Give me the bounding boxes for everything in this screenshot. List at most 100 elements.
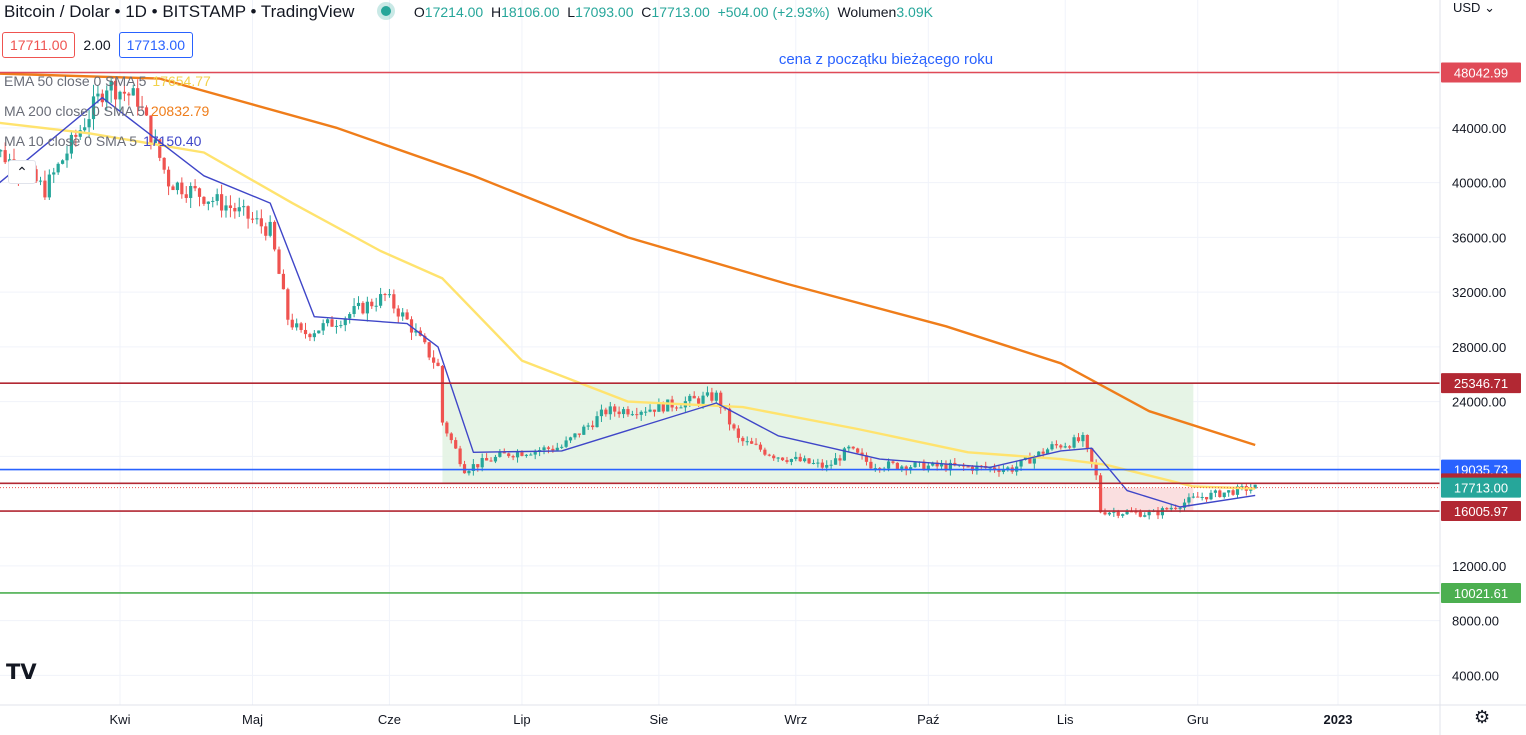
currency-selector[interactable]: USD ⌄ [1453,0,1495,15]
y-tick-label: 36000.00 [1452,230,1506,245]
candle-body [895,462,899,469]
ema50-line [0,121,1256,490]
candle-body [485,458,489,461]
candle-body [851,446,855,449]
tradingview-logo-icon[interactable]: TV [6,660,37,684]
candle-body [427,342,431,358]
candle-body [334,325,339,327]
candle-body [237,207,241,212]
chevron-up-icon[interactable]: ⌃ [8,160,36,184]
candle-body [43,180,47,198]
candle-body [922,461,926,471]
candle-body [533,451,537,455]
candle-body [47,174,51,198]
change-value: +504.00 (+2.93%) [717,4,830,20]
candle-body [692,395,696,399]
candle-body [560,446,564,448]
highlight-zone [1100,487,1194,512]
candle-body [657,402,661,412]
candle-body [189,186,193,198]
ohlc-values: O17214.00 H18106.00 L17093.00 C17713.00 … [414,4,933,20]
candle-body [65,153,69,161]
candle-body [414,330,418,333]
candle-body [1227,490,1231,493]
candle-body [900,466,904,469]
candle-body [754,443,758,445]
candle-body [1165,508,1169,510]
candle-body [1222,492,1226,498]
candle-body [1143,515,1147,517]
y-tick-label: 32000.00 [1452,285,1506,300]
candle-body [714,392,718,401]
candle-body [913,462,917,468]
indicator-ma10[interactable]: MA 10 close 0 SMA 5 17150.40 [4,133,201,149]
candle-body [719,392,723,408]
candle-body [1037,451,1041,457]
candle-body [493,456,498,462]
candle-body [171,186,175,191]
x-tick-label: Maj [242,712,263,727]
candle-body [750,441,754,444]
candle-body [105,90,109,103]
candle-body [1081,434,1085,442]
candle-body [361,302,365,314]
candle-body [325,319,330,324]
candle-body [727,408,732,425]
candle-body [56,163,60,173]
candle-body [926,465,930,471]
candle-body [290,319,294,328]
candle-body [264,226,268,236]
candle-body [674,407,679,409]
candle-body [939,464,944,467]
candle-body [1006,467,1010,470]
candle-body [268,221,272,236]
candle-body [630,414,634,416]
candle-body [617,411,621,415]
candle-body [931,462,935,466]
candle-body [471,464,475,471]
indicator-ma200[interactable]: MA 200 close 0 SMA 5 20832.79 [4,103,209,119]
low-label: L [567,4,576,20]
price-level-label: 17713.00 [1454,481,1508,496]
open-label: O [413,4,425,20]
indicator-ema50[interactable]: EMA 50 close 0 SMA 5 17654.77 [4,73,211,89]
candle-body [352,306,356,315]
sell-button[interactable]: 17711.00 [2,32,76,58]
candle-body [83,127,87,131]
candle-body [551,448,555,451]
buy-button[interactable]: 17713.00 [118,32,194,58]
candle-body [1098,475,1103,513]
x-tick-label: Lip [513,712,530,727]
candle-body [555,447,559,451]
candle-body [732,424,736,429]
symbol-title[interactable]: Bitcoin / Dolar • 1D • BITSTAMP • Tradin… [4,2,355,21]
candle-body [228,205,233,208]
candle-body [1125,511,1129,515]
candle-body [776,457,780,459]
candle-body [904,466,908,471]
candle-body [215,194,219,201]
candle-body [1231,490,1235,495]
y-tick-label: 4000.00 [1452,668,1499,683]
candle-body [608,406,612,415]
candle-body [166,169,171,187]
candle-body [975,465,979,471]
gear-icon[interactable]: ⚙ [1474,707,1491,727]
candle-body [1200,496,1204,498]
candle-body [873,468,877,470]
candle-body [498,452,502,457]
candle-body [758,444,763,450]
high-value: 18106.00 [501,4,560,20]
volume-value: 3.09K [896,4,933,20]
candle-body [1253,484,1257,489]
candle-body [458,448,462,465]
candle-body [679,407,683,409]
y-tick-label: 12000.00 [1452,559,1506,574]
candle-body [1187,497,1191,503]
candle-body [401,312,405,317]
candle-body [343,318,347,326]
candle-body [745,441,749,443]
candle-body [886,461,891,469]
candle-body [365,301,369,314]
